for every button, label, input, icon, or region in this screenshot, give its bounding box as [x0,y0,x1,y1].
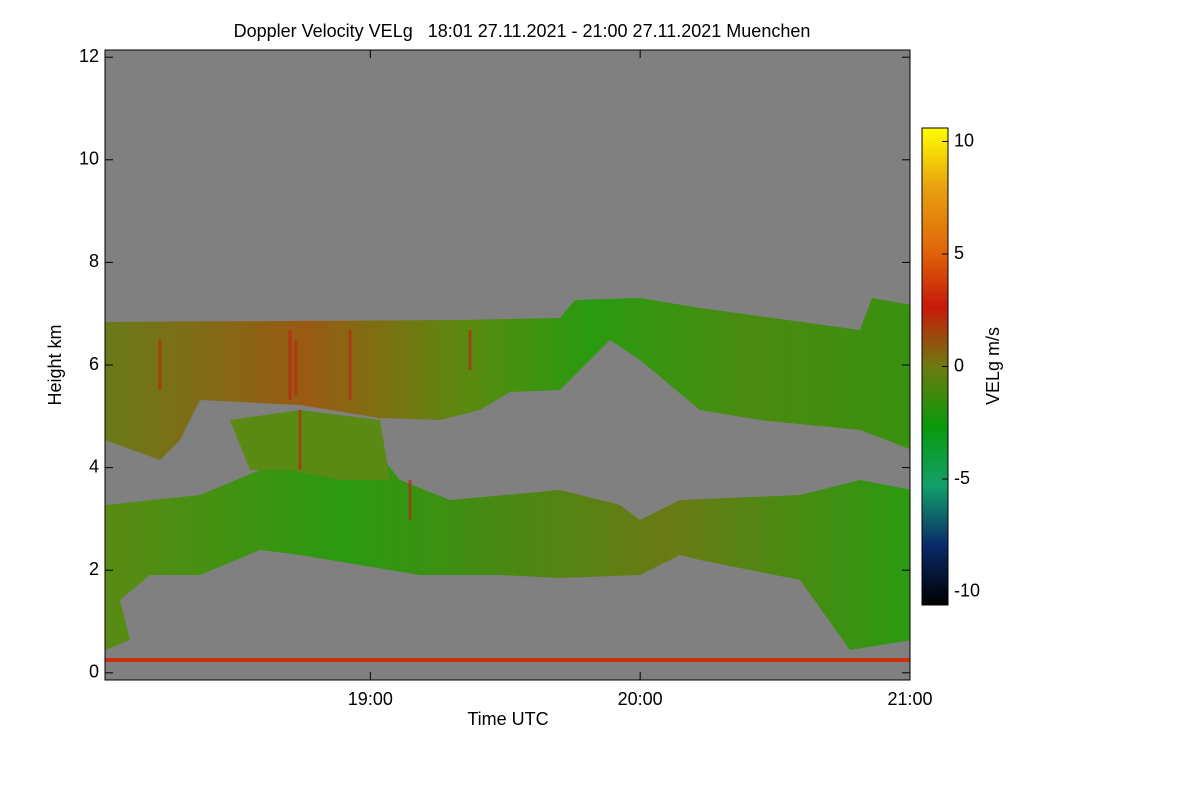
y-tick-label: 2 [89,559,99,579]
y-tick-label: 4 [89,456,99,476]
colorbar-tick-label: 0 [954,355,964,375]
colorbar-tick-label: -10 [954,580,980,600]
colorbar-label: VELg m/s [983,327,1003,405]
x-tick-label: 21:00 [887,689,932,709]
upper-cloud-layer [105,298,910,460]
y-tick-label: 6 [89,354,99,374]
colorbar-tick-label: 10 [954,130,974,150]
x-tick-label: 19:00 [348,689,393,709]
echo-field [105,298,910,662]
fall-streak [230,410,390,480]
y-tick-label: 10 [79,149,99,169]
y-tick-label: 8 [89,251,99,271]
red-streaks [158,330,472,520]
y-axis-label: Height km [45,324,65,405]
chart-title: Doppler Velocity VELg 18:01 27.11.2021 -… [234,21,811,41]
y-tick-label: 0 [89,662,99,682]
colorbar-tick-label: 5 [954,243,964,263]
x-axis-label: Time UTC [467,709,548,729]
x-tick-label: 20:00 [618,689,663,709]
colorbar-tick-label: -5 [954,468,970,488]
ground-clutter [105,658,910,662]
y-tick-label: 12 [79,46,99,66]
lower-cloud-layer [105,420,910,650]
